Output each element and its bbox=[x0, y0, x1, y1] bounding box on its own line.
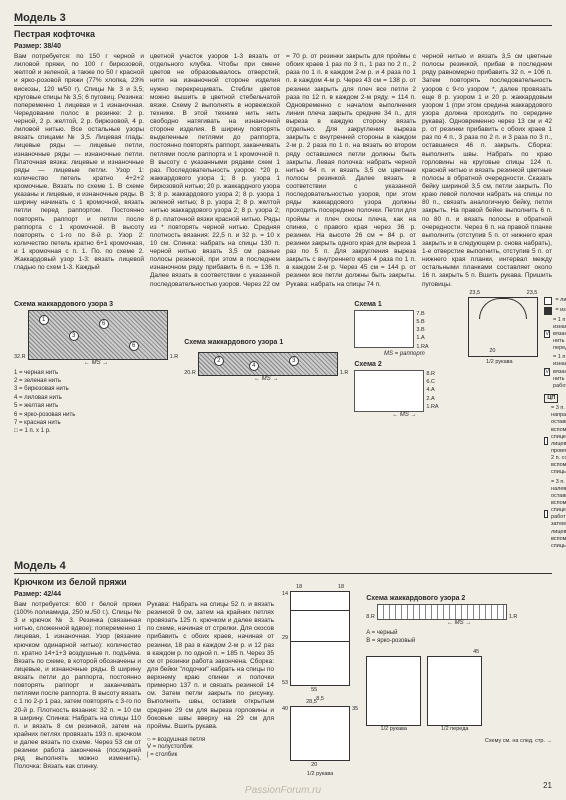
model4-col1: Вам потребуется: 600 г белой пряжи (100%… bbox=[14, 601, 141, 772]
schema3-label: Схема жаккардового узора 3 bbox=[14, 301, 178, 308]
grid-rows: 7.B 5.B 3.B 1.A 1.RA bbox=[416, 310, 428, 351]
meas: 23,5 bbox=[527, 290, 538, 296]
sleeve-diagram: 23,5 23,5 20 bbox=[468, 297, 538, 357]
half-front-diag: 45 bbox=[427, 656, 482, 726]
model3-col1: Вам потребуется: по 150 г черной и лилов… bbox=[14, 53, 144, 289]
meas: 45 bbox=[473, 649, 479, 655]
meas: 18 bbox=[296, 584, 302, 590]
diagram-left-meas: 14 29 53 bbox=[282, 591, 288, 686]
leg-text: = 1 п. снять как при изнаночном вязании;… bbox=[553, 354, 566, 390]
model4-size: Размер: 42/44 bbox=[14, 591, 274, 598]
legend-item: 7 = красная нить bbox=[14, 419, 178, 427]
schema2-grid bbox=[354, 370, 424, 412]
row-label-1: 1.R bbox=[170, 354, 179, 360]
legend-item: 6 = ярко-розовая нить bbox=[14, 411, 178, 419]
pattern-marker: 6 bbox=[129, 341, 139, 351]
grid-rows2: 8.R 6.C 4.A 2.A 1.RA bbox=[426, 370, 438, 412]
legend-item: 3 = бирюзовая нить bbox=[14, 385, 178, 393]
meas: 20 bbox=[311, 762, 317, 768]
model3-subtitle: Пестрая кофточка bbox=[14, 29, 552, 39]
model3-col2: цветной участок узоров 1-3 вязать от отд… bbox=[150, 53, 280, 289]
model3-title: Модель 3 bbox=[14, 12, 552, 26]
right-legend: = лицевая п. = изнаночная п. V= 1 п. сня… bbox=[544, 297, 566, 552]
pattern-marker: 2 bbox=[214, 356, 224, 366]
ms-label-j2: ← MS → bbox=[366, 620, 552, 626]
schema2-label: Схема 2 bbox=[354, 361, 454, 368]
legend-item: □ = 1 п. х 1 р. bbox=[14, 427, 178, 435]
meas: 23,5 bbox=[469, 290, 480, 296]
half-sleeve3: 1/2 рукава bbox=[366, 726, 421, 732]
row-label-32: 32.R bbox=[14, 354, 26, 360]
pattern-marker: 6 bbox=[99, 319, 109, 329]
model4-col2: Рукава: Набрать на спицы 52 п. и вязать … bbox=[147, 601, 274, 772]
crochet-legend: | = столбик bbox=[147, 752, 274, 760]
model3-col3: = 70 р. от резинки закрыть для проймы с … bbox=[286, 53, 416, 289]
jacquard2-grid bbox=[377, 604, 507, 620]
crochet-legend: V = полустолбик bbox=[147, 744, 274, 752]
cp-header: ЦП bbox=[544, 394, 558, 403]
sleeve-right-meas: 35 bbox=[352, 706, 358, 761]
half-sleeve-label: 1/2 рукава bbox=[460, 359, 538, 365]
leg-text: = лицевая п. bbox=[555, 297, 566, 304]
half-sleeve2: 1/2 рукава bbox=[282, 771, 358, 777]
schema1-label: Схема жаккардового узора 1 bbox=[184, 339, 348, 346]
crochet-legend: ○ = воздушная петля bbox=[147, 737, 274, 745]
legend-item: 2 = зеленая нить bbox=[14, 377, 178, 385]
schema2-right-label: Схема жаккардового узора 2 bbox=[366, 595, 552, 602]
ms-rapport: MS = раппорт bbox=[354, 351, 454, 357]
model4-title: Модель 4 bbox=[14, 560, 552, 574]
ms-label-1: ← MS → bbox=[184, 376, 348, 382]
half-front-label: 1/2 переда bbox=[427, 726, 482, 732]
watermark: PassionForum.ru bbox=[245, 785, 321, 796]
body-diagram: 18 18 55 bbox=[290, 591, 350, 686]
sleeve-left-meas: 40 bbox=[282, 706, 288, 761]
pattern-marker: 1 bbox=[39, 315, 49, 325]
pattern-marker: 3 bbox=[289, 356, 299, 366]
schema-top-label: Схема 1 bbox=[354, 301, 454, 308]
meas: 55 bbox=[311, 687, 317, 693]
legend-item: 1 = черная нить bbox=[14, 369, 178, 377]
sleeve2-diagram: 28,5 20 bbox=[290, 706, 350, 761]
pattern-marker: 4 bbox=[249, 361, 259, 371]
ms-label: ← MS → bbox=[14, 360, 178, 366]
half-sleeve-diag bbox=[366, 656, 421, 726]
leg-text: = 3 п. перекрестить направо: 2 п. остави… bbox=[551, 405, 566, 476]
pattern3-chart: 1 3 6 6 bbox=[28, 310, 168, 360]
model4-subtitle: Крючком из белой пряжи bbox=[14, 577, 552, 587]
leg-text: = 3 п. перекрестить налево: 1 п. оставит… bbox=[551, 479, 566, 550]
row-label-20: 20.R bbox=[184, 370, 196, 376]
row-label-1b: 1.R bbox=[340, 370, 349, 376]
model3-size: Размер: 38/40 bbox=[14, 43, 552, 50]
legend3: 1 = черная нить 2 = зеленая нить 3 = бир… bbox=[14, 369, 178, 436]
row8: 8.R bbox=[366, 614, 375, 620]
meas: 20 bbox=[489, 348, 495, 354]
row1: 1.R bbox=[509, 614, 518, 620]
meas: 18 bbox=[338, 584, 344, 590]
jacquard2-legend: A = черный B = ярко-розовый bbox=[366, 629, 552, 646]
schema1-grid bbox=[354, 310, 414, 348]
pattern1-chart: 2 4 3 bbox=[198, 352, 338, 376]
page-number: 21 bbox=[543, 781, 552, 790]
model3-text-columns: Вам потребуется: по 150 г черной и лилов… bbox=[14, 53, 552, 289]
model3-col4: черной нитью и вязать 3,5 см цветные пол… bbox=[422, 53, 552, 289]
leg-text: = изнаночная п. bbox=[555, 307, 566, 314]
footer-note: Схему см. на след. стр. → bbox=[366, 738, 552, 744]
pattern-marker: 3 bbox=[69, 331, 79, 341]
legend-item: 5 = желтая нить bbox=[14, 402, 178, 410]
ms-label-2: ← MS → bbox=[354, 412, 454, 418]
meas: 28,5 bbox=[306, 699, 317, 705]
leg-text: = 1 п. снять как при изнаночном вязании;… bbox=[553, 317, 566, 353]
legend-item: 4 = лиловая нить bbox=[14, 394, 178, 402]
body-bottom: 8,5 bbox=[282, 696, 358, 702]
